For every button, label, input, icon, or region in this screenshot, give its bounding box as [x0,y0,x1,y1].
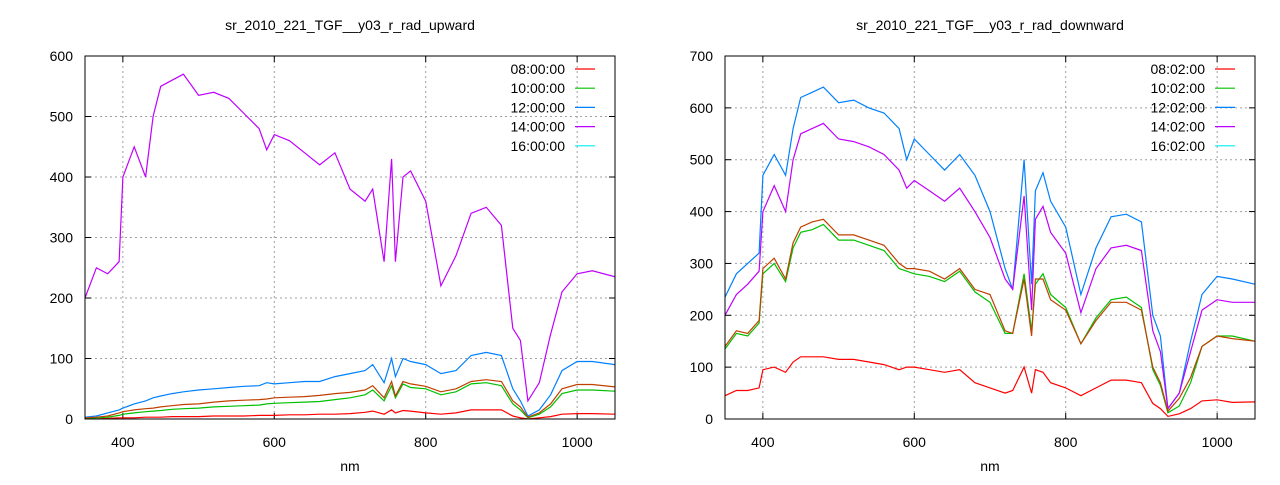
y-tick-label: 100 [50,351,74,367]
legend-label: 10:00:00 [511,80,566,96]
legend-label: 16:02:00 [1151,138,1206,154]
legend-label: 08:00:00 [511,61,566,77]
y-tick-label: 0 [705,411,713,427]
chart-title: sr_2010_221_TGF__y03_r_rad_downward [856,17,1124,33]
y-tick-label: 200 [690,307,714,323]
plot-frame [84,55,616,420]
series-line-unlabeled [85,379,615,419]
legend-label: 12:02:00 [1151,99,1206,115]
legend-label: 14:00:00 [511,119,566,135]
legend-label: 14:02:00 [1151,119,1206,135]
y-tick-label: 700 [690,48,714,64]
series-line-08:02:00 [725,356,1255,418]
legend-label: 12:00:00 [511,99,566,115]
y-tick-label: 500 [50,109,74,125]
y-tick-label: 200 [50,290,74,306]
x-axis-label: nm [340,458,359,474]
x-axis-label: nm [980,458,999,474]
series-line-08:00:00 [85,409,615,419]
y-tick-label: 0 [65,411,73,427]
chart-title: sr_2010_221_TGF__y03_r_rad_upward [225,17,475,33]
legend-label: 10:02:00 [1151,80,1206,96]
x-tick-label: 400 [751,434,775,450]
series-line-12:02:00 [725,86,1255,411]
x-tick-label: 1000 [562,434,593,450]
series-line-10:02:00 [725,223,1255,414]
y-tick-label: 400 [50,169,74,185]
x-tick-label: 600 [903,434,927,450]
series-line-14:00:00 [85,73,615,403]
series-line-14:02:00 [725,122,1255,411]
y-tick-label: 400 [690,204,714,220]
series-line-12:00:00 [85,351,615,418]
y-tick-label: 300 [50,230,74,246]
y-tick-label: 300 [690,255,714,271]
series-line-unlabeled [725,218,1255,413]
series-line-10:00:00 [85,382,615,419]
legend-label: 08:02:00 [1151,61,1206,77]
y-tick-label: 500 [690,152,714,168]
y-tick-label: 600 [690,100,714,116]
y-tick-label: 600 [50,48,74,64]
plot-panel-0: 0 100 200 300 400 500 600 400 600 800 1000 08:00:00… [50,17,616,474]
legend-label: 16:00:00 [511,138,566,154]
x-tick-label: 1000 [1202,434,1233,450]
plot-panel-1: 0 100 200 300 400 500 600 700 400 600 800 1000 08:02… [690,17,1256,474]
y-tick-label: 100 [690,359,714,375]
x-tick-label: 400 [111,434,135,450]
x-tick-label: 600 [263,434,287,450]
x-tick-label: 800 [1054,434,1078,450]
plot-frame [724,55,1256,420]
x-tick-label: 800 [414,434,438,450]
